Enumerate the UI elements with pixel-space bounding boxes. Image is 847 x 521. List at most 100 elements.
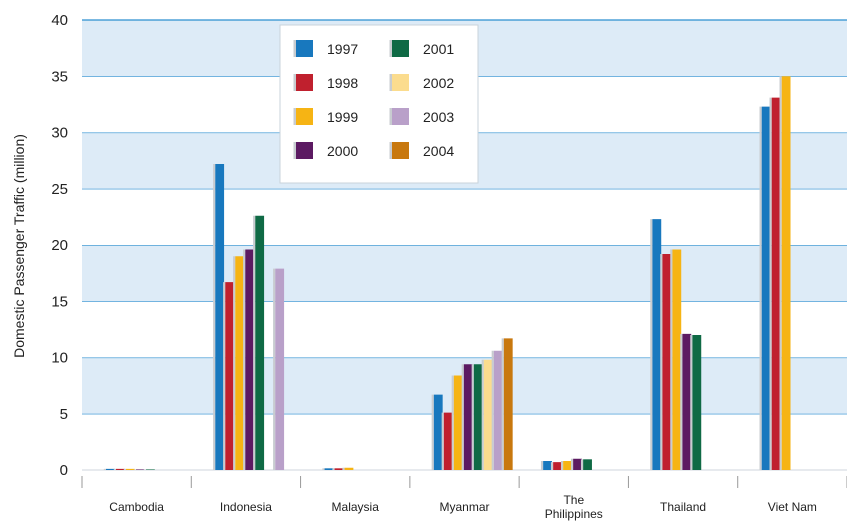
legend-swatch-shadow (293, 108, 296, 125)
bar-shadow (213, 164, 216, 470)
legend-label: 2002 (423, 75, 454, 91)
bar (771, 97, 781, 470)
bar (543, 461, 552, 470)
bar (245, 249, 255, 470)
bar-shadow (471, 364, 474, 470)
bar-shadow (560, 461, 564, 470)
bar-shadow (342, 467, 345, 470)
bar (136, 469, 145, 470)
bars (103, 76, 791, 470)
bar (344, 467, 354, 470)
bar-shadow (580, 459, 584, 470)
bar-shadow (769, 97, 772, 470)
bar (563, 461, 572, 470)
bar (116, 468, 125, 470)
bar-shadow (779, 76, 782, 470)
bar (473, 364, 483, 470)
legend-swatch-shadow (293, 40, 296, 57)
legend-label: 1997 (327, 41, 358, 57)
bar-shadow (759, 106, 762, 470)
legend-swatch-shadow (389, 108, 392, 125)
bar-shadow (650, 219, 653, 470)
bar-shadow (103, 468, 106, 470)
bar-shadow (550, 462, 554, 470)
y-tick-label: 30 (51, 125, 68, 142)
bar (275, 268, 285, 470)
bar (324, 468, 334, 470)
x-tick-label: Myanmar (439, 500, 489, 514)
bar-shadow (451, 375, 454, 470)
y-tick-label: 15 (51, 293, 68, 310)
grid-band (82, 301, 847, 358)
bar (493, 350, 503, 470)
bar (503, 338, 513, 470)
grid-band (82, 188, 847, 245)
bar-shadow (690, 335, 693, 470)
bar (235, 256, 245, 470)
x-tick-label: Malaysia (332, 500, 380, 514)
bar (692, 335, 702, 470)
bar-shadow (133, 469, 136, 470)
bar-shadow (570, 458, 574, 470)
y-tick-label: 20 (51, 237, 68, 254)
bar (483, 359, 493, 470)
legend-swatch (392, 108, 409, 125)
y-tick-label: 25 (51, 181, 68, 198)
bar (781, 76, 791, 470)
bar (672, 249, 682, 470)
legend-swatch-shadow (293, 142, 296, 159)
bar (453, 375, 463, 470)
bar-shadow (123, 468, 126, 470)
y-tick-label: 5 (60, 406, 68, 423)
bar-shadow (491, 350, 494, 470)
legend-label: 2004 (423, 143, 454, 159)
legend-swatch (296, 74, 313, 91)
bar (682, 333, 692, 470)
bar-shadow (273, 268, 276, 470)
legend-swatch-shadow (293, 74, 296, 91)
bar-shadow (322, 468, 325, 470)
legend-swatch (296, 108, 313, 125)
x-tick-label: Viet Nam (768, 500, 817, 514)
bar (553, 462, 562, 470)
bar-shadow (253, 215, 256, 470)
bar (215, 164, 225, 470)
bar-shadow (540, 461, 544, 470)
grid-band (82, 245, 847, 302)
bar-shadow (461, 364, 464, 470)
legend-label: 1999 (327, 109, 358, 125)
bar (443, 412, 453, 470)
bar-shadow (431, 394, 434, 470)
x-tick-label: Indonesia (220, 500, 272, 514)
legend-label: 2003 (423, 109, 454, 125)
y-tick-label: 35 (51, 68, 68, 85)
x-axis: Cambodia Indonesia Malaysia Myanmar The Phili… (81, 476, 847, 521)
y-tick-label: 0 (60, 462, 68, 479)
bar-shadow (441, 412, 444, 470)
bar-shadow (660, 254, 663, 470)
y-axis: 0 5 10 15 20 25 30 35 40 (51, 12, 68, 479)
bar (652, 219, 662, 470)
bar (463, 364, 473, 470)
legend: 1997 1998 1999 2000 2001 2002 2003 2004 (279, 24, 479, 184)
legend-label: 2001 (423, 41, 454, 57)
legend-swatch (296, 40, 313, 57)
y-tick-label: 10 (51, 350, 68, 367)
x-tick-label: Thailand (660, 500, 706, 514)
bar (433, 394, 443, 470)
x-tick-label: The Philippines (545, 493, 603, 521)
bar-shadow (223, 282, 226, 470)
bar (126, 468, 135, 470)
legend-swatch (392, 40, 409, 57)
bar-shadow (680, 333, 683, 470)
bar-shadow (233, 256, 236, 470)
bar (225, 282, 235, 470)
bar (106, 468, 115, 470)
y-tick-label: 40 (51, 12, 68, 29)
legend-swatch-shadow (389, 142, 392, 159)
bar (662, 254, 672, 470)
bar-shadow (481, 359, 484, 470)
legend-label: 1998 (327, 75, 358, 91)
legend-swatch-shadow (389, 74, 392, 91)
